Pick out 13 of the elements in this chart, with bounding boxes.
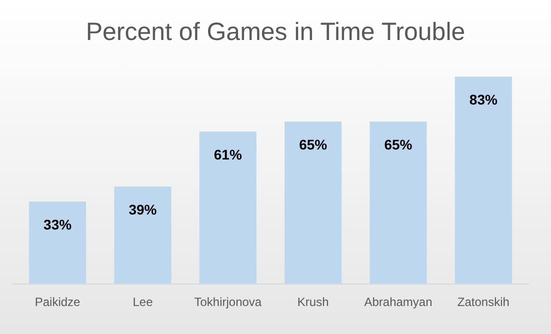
- data-label: 61%: [214, 146, 242, 163]
- x-tick-label: Paikidze: [34, 295, 81, 309]
- data-label: 65%: [299, 136, 328, 153]
- data-label: 83%: [469, 92, 498, 108]
- x-tick-label: Tokhirjonova: [194, 295, 262, 309]
- x-tick-label: Abrahamyan: [364, 295, 432, 309]
- x-tick-label: Lee: [132, 295, 154, 309]
- data-label: 39%: [128, 202, 158, 218]
- chart-title: Percent of Games in Time Trouble: [86, 18, 466, 46]
- x-tick-label: Zatonskih: [457, 295, 510, 309]
- x-tick-label: Krush: [297, 295, 329, 309]
- data-label: 65%: [384, 136, 413, 153]
- data-label: 33%: [44, 216, 72, 233]
